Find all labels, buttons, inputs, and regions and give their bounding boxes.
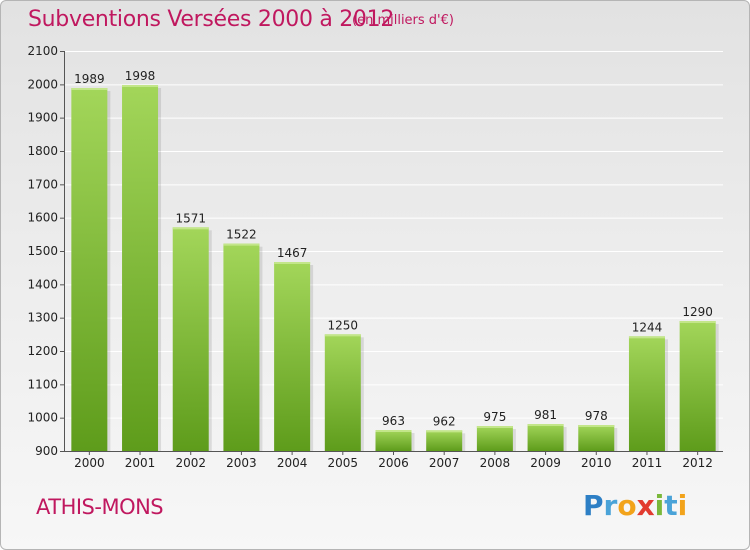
bar-2007 [426,430,463,451]
bar-value-label: 1998 [125,69,156,83]
y-tick-label: 2000 [27,77,58,91]
x-tick-label: 2012 [682,456,713,470]
x-tick-label: 2006 [378,456,409,470]
bar-value-label: 978 [585,409,608,423]
x-tick-label: 2001 [125,456,156,470]
y-tick-label: 1500 [27,244,58,258]
bar-highlight [628,336,665,339]
bar-2005 [324,334,361,451]
bar-value-label: 1244 [632,320,663,334]
bar-2004 [274,262,311,451]
y-tick-label: 1800 [27,144,58,158]
x-tick-label: 2002 [175,456,206,470]
bar-2010 [578,425,615,451]
bar-value-label: 1571 [175,211,206,225]
y-tick-label: 1100 [27,377,58,391]
bar-2002 [172,227,209,451]
x-tick-label: 2003 [226,456,257,470]
x-tick-label: 2011 [632,456,663,470]
bar-value-label: 981 [534,408,557,422]
bar-highlight [274,262,311,264]
proxiti-logo: Proxiti [583,489,688,522]
x-tick-label: 2009 [530,456,561,470]
bar-highlight [324,334,361,337]
chart-subtitle: (en milliers d'€) [352,13,454,28]
bar-value-label: 975 [483,410,506,424]
bar-value-label: 963 [382,414,405,428]
bar-highlight [375,430,412,432]
bar-value-label: 1290 [682,305,713,319]
commune-name: ATHIS-MONS [36,495,164,519]
bar-highlight [578,425,615,427]
bar-highlight [426,430,463,433]
bar-highlight [476,426,513,428]
y-tick-label: 1700 [27,177,58,191]
bar-2000 [71,88,108,451]
y-tick-label: 1900 [27,111,58,125]
x-tick-label: 2007 [429,456,460,470]
y-tick-label: 1600 [27,211,58,225]
bar-value-label: 962 [433,414,456,428]
bar-highlight [71,88,108,90]
bar-highlight [679,321,716,323]
bar-highlight [122,85,159,87]
x-tick-label: 2005 [328,456,359,470]
x-tick-label: 2004 [277,456,308,470]
bar-highlight [527,424,564,426]
bar-value-label: 1250 [328,318,359,332]
bar-highlight [223,243,260,246]
y-tick-label: 900 [35,444,58,458]
x-tick-label: 2000 [74,456,105,470]
bar-value-label: 1467 [277,246,308,260]
bar-2011 [628,336,665,451]
y-tick-label: 1400 [27,277,58,291]
bar-value-label: 1522 [226,228,257,242]
bar-2001 [122,85,159,451]
x-tick-label: 2008 [480,456,511,470]
bar-highlight [172,227,209,230]
bar-2008 [476,426,513,451]
y-tick-label: 2100 [27,44,58,58]
x-tick-label: 2010 [581,456,612,470]
bar-2012 [679,321,716,451]
y-tick-label: 1000 [27,411,58,425]
bar-2003 [223,243,260,451]
bar-2009 [527,424,564,451]
y-tick-label: 1300 [27,311,58,325]
bar-2006 [375,430,412,451]
y-tick-label: 1200 [27,344,58,358]
bar-value-label: 1989 [74,72,105,86]
chart-title: Subventions Versées 2000 à 2012 [28,7,395,32]
